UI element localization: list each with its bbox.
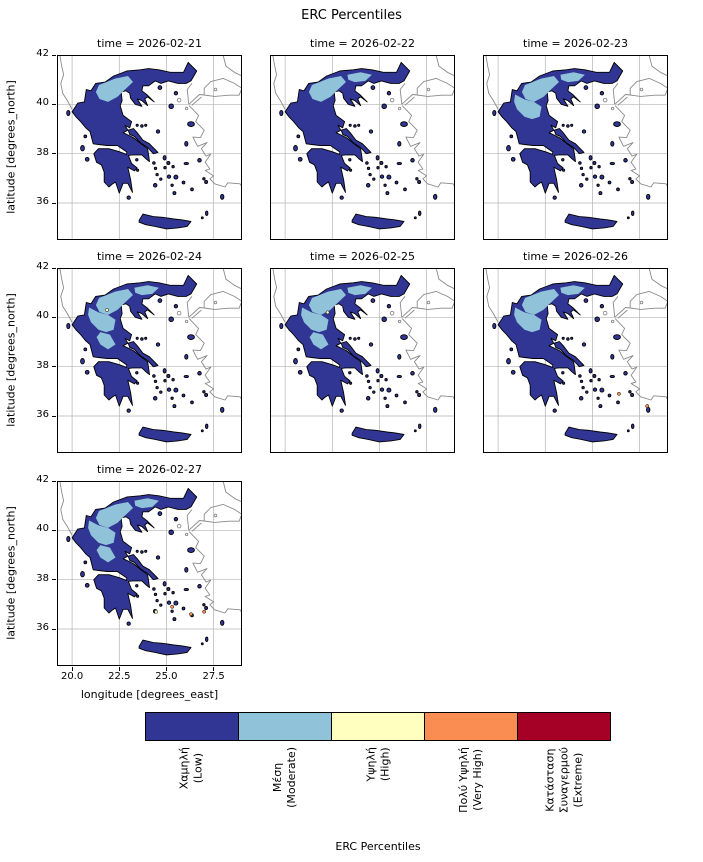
y-tick-label: 36 (36, 622, 49, 633)
x-tick-label: 27.5 (202, 671, 225, 682)
panel-2026-02-25: time = 2026-02-25 (270, 250, 455, 453)
y-tick-label: 40 (36, 97, 49, 109)
hotspot-dot (105, 308, 109, 312)
x-tick-label: 20.0 (60, 671, 84, 682)
y-tick-label: 36 (36, 196, 49, 207)
panel-title: time = 2026-02-22 (310, 37, 415, 50)
colorbar-segment-0 (146, 713, 239, 740)
y-tick-mark (52, 153, 56, 155)
y-tick-label: 40 (36, 310, 49, 322)
greece-map (270, 268, 455, 453)
x-axis-label: longitude [degrees_east] (80, 688, 219, 701)
y-tick-mark (52, 54, 56, 56)
panel-title: time = 2026-02-21 (97, 37, 202, 50)
y-axis-label: latitude [degrees_north] (4, 293, 18, 427)
axes-spine (270, 268, 455, 453)
colorbar-segment-4 (518, 713, 610, 740)
colorbar-tick-text: Πολύ Υψηλή (Very High) (457, 747, 485, 813)
greece-map (483, 55, 668, 240)
colorbar-segment-3 (425, 713, 518, 740)
y-tick-label: 42 (36, 48, 49, 59)
y-tick-label: 38 (36, 146, 49, 158)
greece-map (483, 268, 668, 453)
y-tick-label: 42 (36, 261, 49, 272)
y-tick-mark (52, 267, 56, 269)
colorbar-tick-text: Υψηλή (High) (364, 747, 391, 782)
x-tick-mark (165, 667, 167, 671)
colorbar-tick-text: Μέση (Moderate) (270, 747, 298, 808)
y-tick-mark (52, 366, 56, 368)
y-tick-mark (52, 103, 56, 105)
panel-2026-02-24: time = 2026-02-24 latitude [degrees_nort… (5, 250, 242, 453)
panel-title: time = 2026-02-26 (523, 250, 628, 263)
y-tick-label: 36 (36, 409, 49, 420)
y-tick-label: 38 (36, 572, 49, 584)
greece-map (270, 55, 455, 240)
panel-title: time = 2026-02-27 (97, 463, 202, 476)
axes-spine (57, 481, 242, 666)
panel-title: time = 2026-02-25 (310, 250, 415, 263)
hotspot-dot (154, 609, 158, 614)
y-tick-mark (52, 316, 56, 318)
y-tick-label: 40 (36, 523, 49, 535)
panel-title: time = 2026-02-24 (97, 250, 202, 263)
greece-map (57, 268, 242, 453)
y-tick-mark (52, 529, 56, 531)
panel-2026-02-27: time = 2026-02-27 latitude [degrees_nort… (5, 463, 242, 701)
y-tick-label: 42 (36, 474, 49, 485)
y-tick-mark (52, 628, 56, 630)
y-tick-mark (52, 579, 56, 581)
panel-title: time = 2026-02-23 (523, 37, 628, 50)
x-tick-label: 25.0 (155, 671, 178, 682)
hotspot-dot (325, 310, 330, 315)
panel-2026-02-21: time = 2026-02-21 latitude [degrees_nort… (5, 37, 242, 240)
axes-spine (57, 55, 242, 240)
panel-2026-02-22: time = 2026-02-22 (270, 37, 455, 240)
panel-2026-02-26: time = 2026-02-26 (483, 250, 668, 453)
y-tick-mark (52, 480, 56, 482)
x-tick-mark (71, 667, 73, 671)
x-tick-mark (213, 667, 215, 671)
x-tick-mark (118, 667, 120, 671)
colorbar-segment-1 (239, 713, 332, 740)
axes-spine (57, 268, 242, 453)
y-tick-mark (52, 202, 56, 204)
x-tick-label: 22.5 (108, 671, 131, 682)
axes-spine (483, 268, 668, 453)
hotspot-dot (645, 404, 650, 408)
y-axis-label: latitude [degrees_north] (4, 80, 18, 214)
axes-spine (270, 55, 455, 240)
figure-title: ERC Percentiles (301, 8, 402, 23)
axes-spine (483, 55, 668, 240)
y-tick-mark (52, 415, 56, 417)
y-axis-label: latitude [degrees_north] (4, 506, 18, 640)
colorbar-tick-text: Κατάσταση Συναγερμού (Extreme) (543, 747, 585, 814)
hotspot-dot (617, 391, 621, 396)
hotspot-dot (202, 609, 207, 614)
colorbar-title: ERC Percentiles (335, 840, 421, 853)
colorbar-tick-text: Χαμηλή (Low) (177, 747, 205, 790)
panel-2026-02-23: time = 2026-02-23 (483, 37, 668, 240)
hotspot-dot (189, 612, 193, 617)
hotspot-dot (170, 604, 175, 609)
y-tick-label: 38 (36, 359, 49, 371)
colorbar (145, 712, 611, 741)
colorbar-segment-2 (332, 713, 425, 740)
greece-map (57, 481, 242, 666)
greece-map (57, 55, 242, 240)
